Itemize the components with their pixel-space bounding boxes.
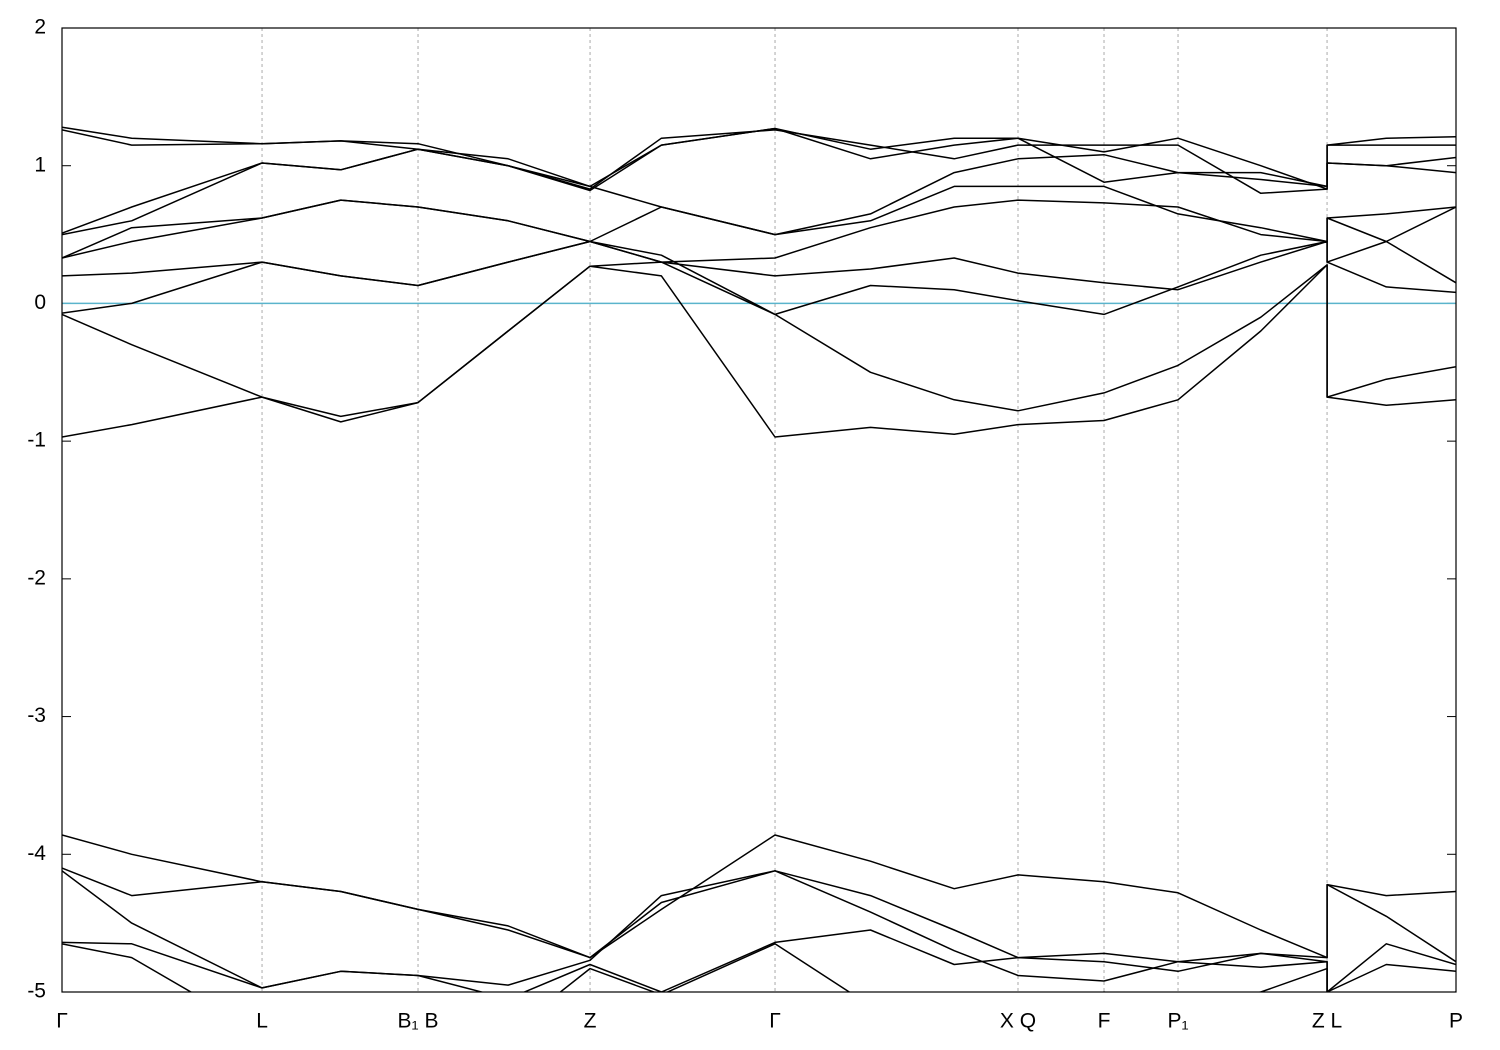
x-tick-label: F [1098,1010,1111,1033]
band-line [62,129,1456,195]
band-line [62,261,1456,423]
band-line [62,867,1456,973]
y-tick-label: 0 [34,291,46,314]
bands [62,126,1456,992]
x-tick-label: Γ [56,1010,68,1033]
plot-frame [61,27,1457,993]
y-tick-label: -1 [27,429,46,452]
y-tick-label: 1 [34,153,46,176]
x-tick-label: P [1449,1010,1463,1033]
band-line [62,929,1456,992]
x-tick-label: P₁ [1167,1010,1188,1033]
band-line [62,943,1456,992]
y-tick-label: 2 [34,16,46,39]
x-tick-label: Z L [1312,1010,1342,1033]
x-tick-label: L [256,1010,268,1033]
y-tick-label: -2 [27,566,46,589]
band-line [62,185,1456,259]
x-tick-label: Z [584,1010,597,1033]
x-tick-label: X Q [1000,1010,1036,1033]
x-tick-label: B₁ B [398,1010,439,1033]
y-tick-label: -5 [27,980,46,1003]
y-tick-label: -4 [27,842,46,865]
x-tick-label: Γ [769,1010,781,1033]
y-tick-label: -3 [27,704,46,727]
